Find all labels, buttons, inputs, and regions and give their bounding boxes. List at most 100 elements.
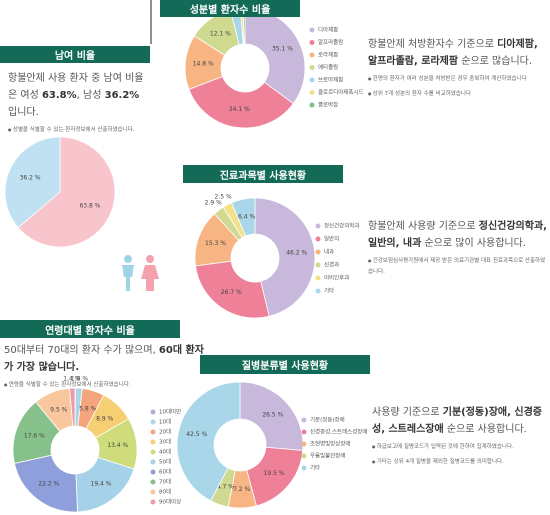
- slice-label: 9.5 %: [50, 407, 67, 414]
- panel-title: 남여 비율: [0, 46, 150, 63]
- legend-label: 기타: [324, 287, 334, 295]
- text-segment: 기분(정동)장애, 신경증성, 스트레스장애: [372, 407, 542, 435]
- legend-label: 40대: [159, 448, 171, 456]
- note: 기타는 상위 4개 질병을 제외한 질병코드를 의미합니다.: [372, 456, 548, 468]
- text-segment: 디아제팜, 알프라졸람, 로라제팜: [368, 39, 538, 67]
- slice-label: 7.2 %: [233, 486, 250, 493]
- legend-swatch: [315, 262, 321, 268]
- slice: [17, 136, 116, 248]
- legend-label: 내과: [324, 248, 334, 256]
- legend-label: 20대: [159, 428, 171, 436]
- slice: [230, 197, 256, 237]
- slice: [244, 7, 306, 105]
- legend-swatch: [315, 249, 321, 255]
- description-text: 항불안제 처방환자수 기준으로 디아제팜, 알프라졸람, 로라제팜 순으로 많습…: [368, 36, 548, 70]
- legend-label: 디아제팜: [318, 26, 338, 34]
- text-segment: 항불안제 사용 환자 중 남여 비율은 여성: [8, 73, 144, 101]
- text-segment: 순으로 많습니다.: [458, 56, 533, 67]
- description: 항불안제 사용 환자 중 남여 비율은 여성 63.8%, 남성 36.2% 입…: [8, 70, 150, 136]
- note: 연령을 식별할 수 있는 환자정보에서 산출하였습니다.: [4, 379, 204, 391]
- legend-label: 에티졸람: [318, 63, 338, 71]
- text-segment: 60대 환자가 가장 많습니다.: [4, 345, 204, 373]
- legend-label: 10대: [159, 418, 171, 426]
- slice-label: 22.2 %: [38, 481, 59, 488]
- legend-label: 기타: [310, 464, 320, 472]
- description-text: 50대부터 70대의 환자 수가 많으며, 60대 환자가 가장 많습니다.: [4, 342, 204, 376]
- legend-label: 기분(정동)장애: [310, 416, 345, 424]
- slice-label: 35.1 %: [272, 46, 293, 53]
- text-segment: 정신건강의학과, 일반의, 내과: [368, 221, 547, 249]
- legend-label: 클로르디아제폭시드: [318, 88, 364, 96]
- slice-label: 5.8 %: [79, 405, 96, 412]
- legend-swatch: [315, 275, 321, 281]
- legend-swatch: [309, 40, 315, 45]
- description: 항불안제 처방환자수 기준으로 디아제팜, 알프라졸람, 로라제팜 순으로 많습…: [368, 36, 548, 100]
- slice-label: 14.8 %: [193, 60, 214, 67]
- slice-label: 26.5 %: [262, 411, 283, 418]
- note: 건강보험심사평가원에서 제공 받은 의료기관별 대표 진료과목으로 산출하였습니…: [368, 255, 548, 278]
- legend-label: 우울및불안장애: [310, 452, 345, 460]
- panel-title: 진료과목별 사용현황: [183, 165, 343, 183]
- description: 사용량 기준으로 기분(정동)장애, 신경증성, 스트레스장애 순으로 사용합니…: [372, 404, 548, 468]
- text-segment: 항불안제 사용량 기준으로: [368, 221, 479, 232]
- slice-label: 8.9 %: [96, 415, 113, 422]
- text-segment: 입니다.: [8, 107, 39, 118]
- legend-swatch: [309, 27, 315, 33]
- slice-label: 12.1 %: [210, 30, 231, 37]
- legend-swatch: [301, 441, 307, 447]
- slice-label: 6.4 %: [238, 213, 255, 220]
- legend-label: 알프라졸람: [318, 38, 343, 46]
- legend-swatch: [309, 52, 315, 58]
- legend-label: 10대미만: [159, 408, 181, 416]
- legend-swatch: [301, 465, 307, 471]
- slice-label: 13.4 %: [107, 442, 128, 449]
- person-icons: [122, 255, 159, 291]
- description-text: 항불안제 사용량 기준으로 정신건강의학과, 일반의, 내과 순으로 많이 사용…: [368, 218, 548, 252]
- text-segment: 63.8%: [41, 90, 77, 101]
- legend-swatch: [150, 479, 156, 485]
- legend-label: 브로마제팜: [318, 76, 343, 84]
- slice: [176, 381, 241, 502]
- slice-label: 19.5 %: [264, 470, 285, 477]
- slice: [195, 260, 270, 319]
- legend-swatch: [150, 429, 156, 435]
- legend-swatch: [309, 90, 315, 95]
- description-text: 사용량 기준으로 기분(정동)장애, 신경증성, 스트레스장애 순으로 사용합니…: [372, 404, 548, 438]
- text-segment: 항불안제 처방환자수 기준으로: [368, 39, 498, 50]
- legend-swatch: [150, 409, 156, 415]
- slice: [13, 454, 78, 513]
- legend-swatch: [150, 489, 156, 495]
- panel-title: 연령대별 환자수 비율: [0, 320, 180, 338]
- description: 항불안제 사용량 기준으로 정신건강의학과, 일반의, 내과 순으로 많이 사용…: [368, 218, 548, 278]
- text-segment: 사용량 기준으로: [372, 407, 443, 418]
- slice: [254, 197, 316, 317]
- legend-swatch: [309, 65, 315, 70]
- legend-label: 조현병및망상장애: [310, 440, 350, 448]
- text-segment: , 남성: [76, 90, 105, 101]
- slice-label: 4.7 %: [217, 484, 234, 491]
- note: 성별을 식별할 수 있는 환자정보에서 산출하였습니다.: [8, 124, 150, 136]
- legend-swatch: [301, 453, 307, 459]
- slice-label: 17.6 %: [24, 432, 45, 439]
- legend-swatch: [315, 288, 321, 294]
- legend-label: 신경과: [324, 261, 339, 269]
- legend-swatch: [150, 439, 156, 445]
- legend-label: 50대: [159, 458, 171, 466]
- legend-swatch: [301, 429, 307, 435]
- note: 상위 7개 성분의 환자 수를 비교하였습니다: [368, 88, 548, 100]
- slice-label: 15.3 %: [205, 240, 226, 247]
- slice: [4, 136, 61, 229]
- description: 50대부터 70대의 환자 수가 많으며, 60대 환자가 가장 많습니다. 연령…: [4, 342, 204, 391]
- slice: [239, 381, 304, 451]
- description-text: 항불안제 사용 환자 중 남여 비율은 여성 63.8%, 남성 36.2% 입…: [8, 70, 150, 121]
- note: 하급보고에 질병코드가 입력된 것에 한하여 집계하였습니다.: [372, 441, 548, 453]
- legend-swatch: [315, 236, 321, 242]
- text-segment: 순으로 많이 사용합니다.: [421, 238, 526, 249]
- legend-swatch: [315, 223, 321, 229]
- legend-label: 90대이상: [159, 498, 181, 506]
- legend-label: 이비인후과: [324, 274, 349, 282]
- slice-label: 2.9 %: [205, 200, 222, 207]
- legend-swatch: [150, 469, 156, 475]
- slice-label: 2.5 %: [215, 193, 232, 200]
